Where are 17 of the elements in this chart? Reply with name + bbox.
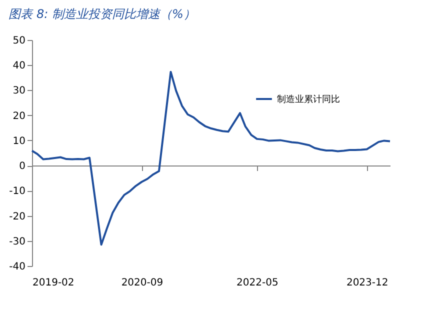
y-tick-label: -40 <box>9 262 26 272</box>
legend-label: 制造业累计同比 <box>277 94 340 105</box>
x-tick-label: 2020-09 <box>121 278 164 288</box>
line-series <box>31 70 391 246</box>
y-tick-label: 50 <box>12 36 26 46</box>
x-tick-label: 2019-02 <box>32 278 74 288</box>
x-tick-label: 2022-05 <box>236 278 278 288</box>
x-tick-label: 2023-12 <box>346 278 388 288</box>
y-tick-label: -20 <box>9 211 26 222</box>
y-tick-label: 20 <box>12 110 26 122</box>
chart-title: 图表 8: 制造业投资同比增速（%） <box>8 7 196 21</box>
y-tick-label: -10 <box>9 186 26 198</box>
y-tick-label: -30 <box>9 236 26 248</box>
y-tick-label: 30 <box>12 86 26 97</box>
y-tick-label: 10 <box>12 136 26 147</box>
y-tick-label: 0 <box>19 161 26 172</box>
y-tick-label: 40 <box>12 60 26 72</box>
